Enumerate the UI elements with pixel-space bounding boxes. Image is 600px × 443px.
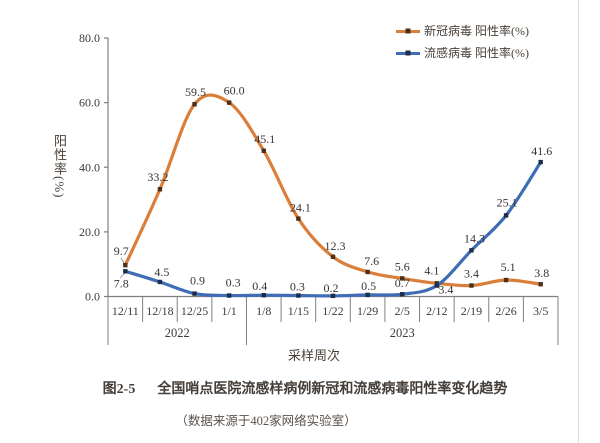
series-marker-1 xyxy=(365,292,370,298)
covid-line-swatch-icon xyxy=(396,28,420,35)
series-marker-0 xyxy=(503,277,509,283)
data-label: 24.1 xyxy=(290,201,311,215)
chart-legend: 新冠病毒 阳性率(%) 流感病毒 阳性率(%) xyxy=(396,20,529,64)
series-marker-1 xyxy=(538,159,543,165)
x-tick-label: 2/19 xyxy=(461,304,482,318)
data-source-note: （数据来源于402家网络实验室） xyxy=(175,414,357,428)
y-tick-label: 40.0 xyxy=(79,160,100,174)
data-label: 59.5 xyxy=(185,85,206,99)
series-marker-0 xyxy=(157,187,163,192)
data-label: 0.9 xyxy=(190,274,205,288)
series-marker-0 xyxy=(469,283,474,288)
data-label: 25.1 xyxy=(497,195,518,209)
data-label: 0.4 xyxy=(252,279,267,293)
series-marker-1 xyxy=(434,283,440,288)
flu-line-swatch-icon xyxy=(396,50,420,57)
series-marker-0 xyxy=(192,102,197,107)
x-tick-label: 2/5 xyxy=(395,304,410,318)
figure-number: 图2-5 xyxy=(102,382,136,397)
y-tick-label: 80.0 xyxy=(79,31,100,45)
series-marker-0 xyxy=(400,276,405,281)
series-marker-1 xyxy=(123,269,128,274)
year-label: 2022 xyxy=(165,326,190,340)
legend-label-covid: 新冠病毒 阳性率(%) xyxy=(424,24,529,38)
x-axis-title: 采样周次 xyxy=(287,348,341,363)
data-label: 7.6 xyxy=(364,254,379,268)
data-label: 0.2 xyxy=(324,281,339,295)
data-label: 3.8 xyxy=(534,266,549,280)
series-marker-0 xyxy=(261,148,266,153)
data-label: 3.4 xyxy=(438,283,453,297)
series-marker-1 xyxy=(400,292,405,297)
series-marker-0 xyxy=(226,100,232,105)
series-marker-1 xyxy=(226,293,232,298)
series-marker-1 xyxy=(469,248,474,253)
x-tick-label: 3/5 xyxy=(533,304,548,318)
data-label: 60.0 xyxy=(224,84,245,98)
legend-item-covid: 新冠病毒 阳性率(%) xyxy=(396,20,529,42)
data-label: 12.3 xyxy=(325,239,346,253)
data-label: 4.5 xyxy=(154,265,169,279)
data-label: 0.7 xyxy=(395,276,410,290)
y-tick-label: 0.0 xyxy=(85,290,100,304)
data-label: 41.6 xyxy=(531,144,552,158)
series-marker-0 xyxy=(330,254,336,259)
x-tick-label: 1/1 xyxy=(221,304,236,318)
x-tick-label: 1/22 xyxy=(322,304,343,318)
figure-caption: 图2-5 全国哨点医院流感样病例新冠和流感病毒阳性率变化趋势 xyxy=(103,378,508,398)
data-label: 7.8 xyxy=(114,276,129,290)
y-axis-title: 阳性率(%) xyxy=(52,134,67,199)
x-tick-label: 2/12 xyxy=(426,304,447,318)
x-tick-label: 1/8 xyxy=(256,304,271,318)
x-tick-label: 12/18 xyxy=(146,304,173,318)
series-marker-1 xyxy=(157,279,163,285)
x-tick-label: 1/29 xyxy=(357,304,378,318)
legend-item-flu: 流感病毒 阳性率(%) xyxy=(396,42,529,64)
series-marker-1 xyxy=(296,293,301,298)
data-label: 0.3 xyxy=(226,276,241,290)
series-marker-1 xyxy=(330,293,336,299)
data-label: 5.6 xyxy=(395,259,410,273)
data-label: 0.5 xyxy=(361,279,376,293)
x-tick-label: 2/26 xyxy=(495,304,516,318)
series-marker-0 xyxy=(434,281,440,286)
data-label: 5.1 xyxy=(501,260,516,274)
data-label: 0.3 xyxy=(290,280,305,294)
data-label: 33.2 xyxy=(147,170,168,184)
series-marker-0 xyxy=(365,269,370,275)
x-tick-label: 1/15 xyxy=(288,304,309,318)
year-label: 2023 xyxy=(390,326,415,340)
series-marker-0 xyxy=(538,282,543,287)
series-marker-1 xyxy=(192,291,197,296)
data-label: 9.7 xyxy=(114,244,129,258)
x-tick-label: 12/25 xyxy=(181,304,208,318)
y-tick-label: 60.0 xyxy=(79,96,100,110)
series-marker-0 xyxy=(296,216,301,221)
figure-title: 全国哨点医院流感样病例新冠和流感病毒阳性率变化趋势 xyxy=(157,382,508,397)
y-tick-label: 20.0 xyxy=(79,225,100,239)
x-tick-label: 12/11 xyxy=(112,304,139,318)
series-marker-0 xyxy=(123,262,128,268)
data-label: 45.1 xyxy=(254,132,275,146)
data-label: 3.4 xyxy=(464,267,479,281)
legend-label-flu: 流感病毒 阳性率(%) xyxy=(424,46,529,60)
series-marker-1 xyxy=(261,293,266,298)
data-label: 14.3 xyxy=(464,231,485,245)
series-marker-1 xyxy=(503,213,509,218)
data-label: 4.1 xyxy=(424,263,439,277)
page-right-border xyxy=(578,0,579,443)
